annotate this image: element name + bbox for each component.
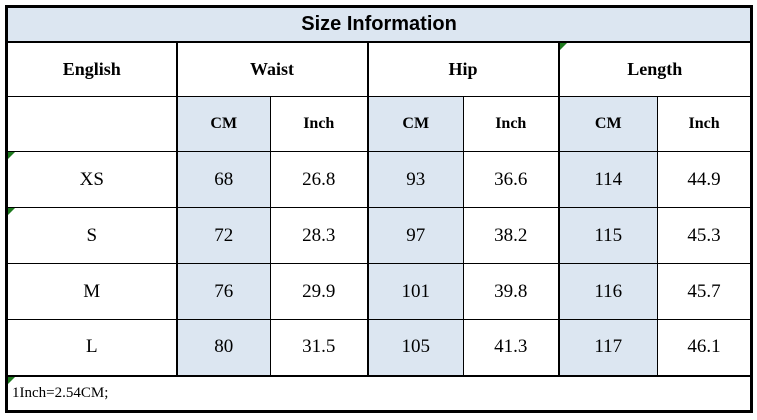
size-table: Size Information English Waist Hip Lengt… — [5, 5, 754, 413]
header-waist: Waist — [175, 41, 368, 97]
cell-m-hip-inch: 39.8 — [463, 263, 559, 320]
table-row-m: M 76 29.9 101 39.8 116 45.7 — [6, 263, 753, 320]
error-flag-icon — [8, 152, 15, 159]
unit-header-length-inch: Inch — [656, 96, 753, 152]
cell-s-hip-cm: 97 — [366, 207, 464, 264]
footnote-row: 1Inch=2.54CM; — [5, 374, 753, 412]
cell-xs-length-cm: 114 — [557, 151, 658, 208]
cell-m-waist-inch: 29.9 — [270, 263, 368, 320]
cell-l-waist-cm: 80 — [175, 319, 271, 376]
unit-header-row: CM Inch CM Inch CM Inch — [6, 96, 753, 152]
empty-corner-cell — [6, 96, 177, 152]
cell-l-hip-cm: 105 — [366, 319, 464, 376]
unit-header-hip-inch: Inch — [463, 96, 559, 152]
cell-s-hip-inch: 38.2 — [463, 207, 559, 264]
error-flag-icon — [560, 42, 567, 50]
size-label-xs: XS — [6, 151, 177, 208]
cell-s-length-inch: 45.3 — [656, 207, 753, 264]
footnote-cell: 1Inch=2.54CM; — [5, 374, 753, 412]
group-header-row: English Waist Hip Length — [6, 41, 753, 97]
cell-xs-hip-cm: 93 — [366, 151, 464, 208]
cell-m-waist-cm: 76 — [175, 263, 271, 320]
cell-s-length-cm: 115 — [557, 207, 658, 264]
cell-l-length-inch: 46.1 — [656, 319, 753, 376]
error-flag-icon — [8, 377, 15, 384]
header-length-label: Length — [627, 58, 683, 79]
size-label-s-text: S — [86, 224, 98, 246]
table-row-xs: XS 68 26.8 93 36.6 114 44.9 — [6, 151, 753, 208]
header-english: English — [6, 41, 177, 97]
size-label-xs-text: XS — [79, 168, 104, 190]
cell-l-length-cm: 117 — [557, 319, 658, 376]
cell-l-hip-inch: 41.3 — [463, 319, 559, 376]
unit-header-waist-inch: Inch — [270, 96, 368, 152]
unit-header-waist-cm: CM — [175, 96, 271, 152]
size-label-s: S — [6, 207, 177, 264]
cell-xs-hip-inch: 36.6 — [463, 151, 559, 208]
unit-header-length-cm: CM — [557, 96, 658, 152]
header-length: Length — [557, 41, 753, 97]
footnote-text: 1Inch=2.54CM; — [12, 384, 109, 401]
table-row-s: S 72 28.3 97 38.2 115 45.3 — [6, 207, 753, 264]
cell-s-waist-cm: 72 — [175, 207, 271, 264]
unit-header-hip-cm: CM — [366, 96, 464, 152]
table-row-l: L 80 31.5 105 41.3 117 46.1 — [6, 319, 753, 376]
table-title: Size Information — [5, 6, 753, 43]
header-hip: Hip — [366, 41, 559, 97]
cell-s-waist-inch: 28.3 — [270, 207, 368, 264]
cell-m-length-cm: 116 — [557, 263, 658, 320]
cell-m-length-inch: 45.7 — [656, 263, 753, 320]
cell-m-hip-cm: 101 — [366, 263, 464, 320]
cell-l-waist-inch: 31.5 — [270, 319, 368, 376]
error-flag-icon — [8, 208, 15, 215]
cell-xs-waist-cm: 68 — [175, 151, 271, 208]
cell-xs-waist-inch: 26.8 — [270, 151, 368, 208]
title-row: Size Information — [5, 6, 753, 43]
size-label-m: M — [6, 263, 177, 320]
size-label-l: L — [6, 319, 177, 376]
cell-xs-length-inch: 44.9 — [656, 151, 753, 208]
